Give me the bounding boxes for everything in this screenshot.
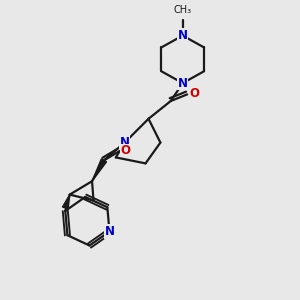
Text: N: N xyxy=(178,76,188,90)
Text: CH₃: CH₃ xyxy=(174,5,192,15)
Text: N: N xyxy=(104,225,115,238)
Polygon shape xyxy=(92,159,106,181)
Text: N: N xyxy=(178,29,188,42)
Text: N: N xyxy=(120,136,130,149)
Text: O: O xyxy=(121,144,130,157)
Polygon shape xyxy=(62,195,70,209)
Text: O: O xyxy=(190,87,200,100)
